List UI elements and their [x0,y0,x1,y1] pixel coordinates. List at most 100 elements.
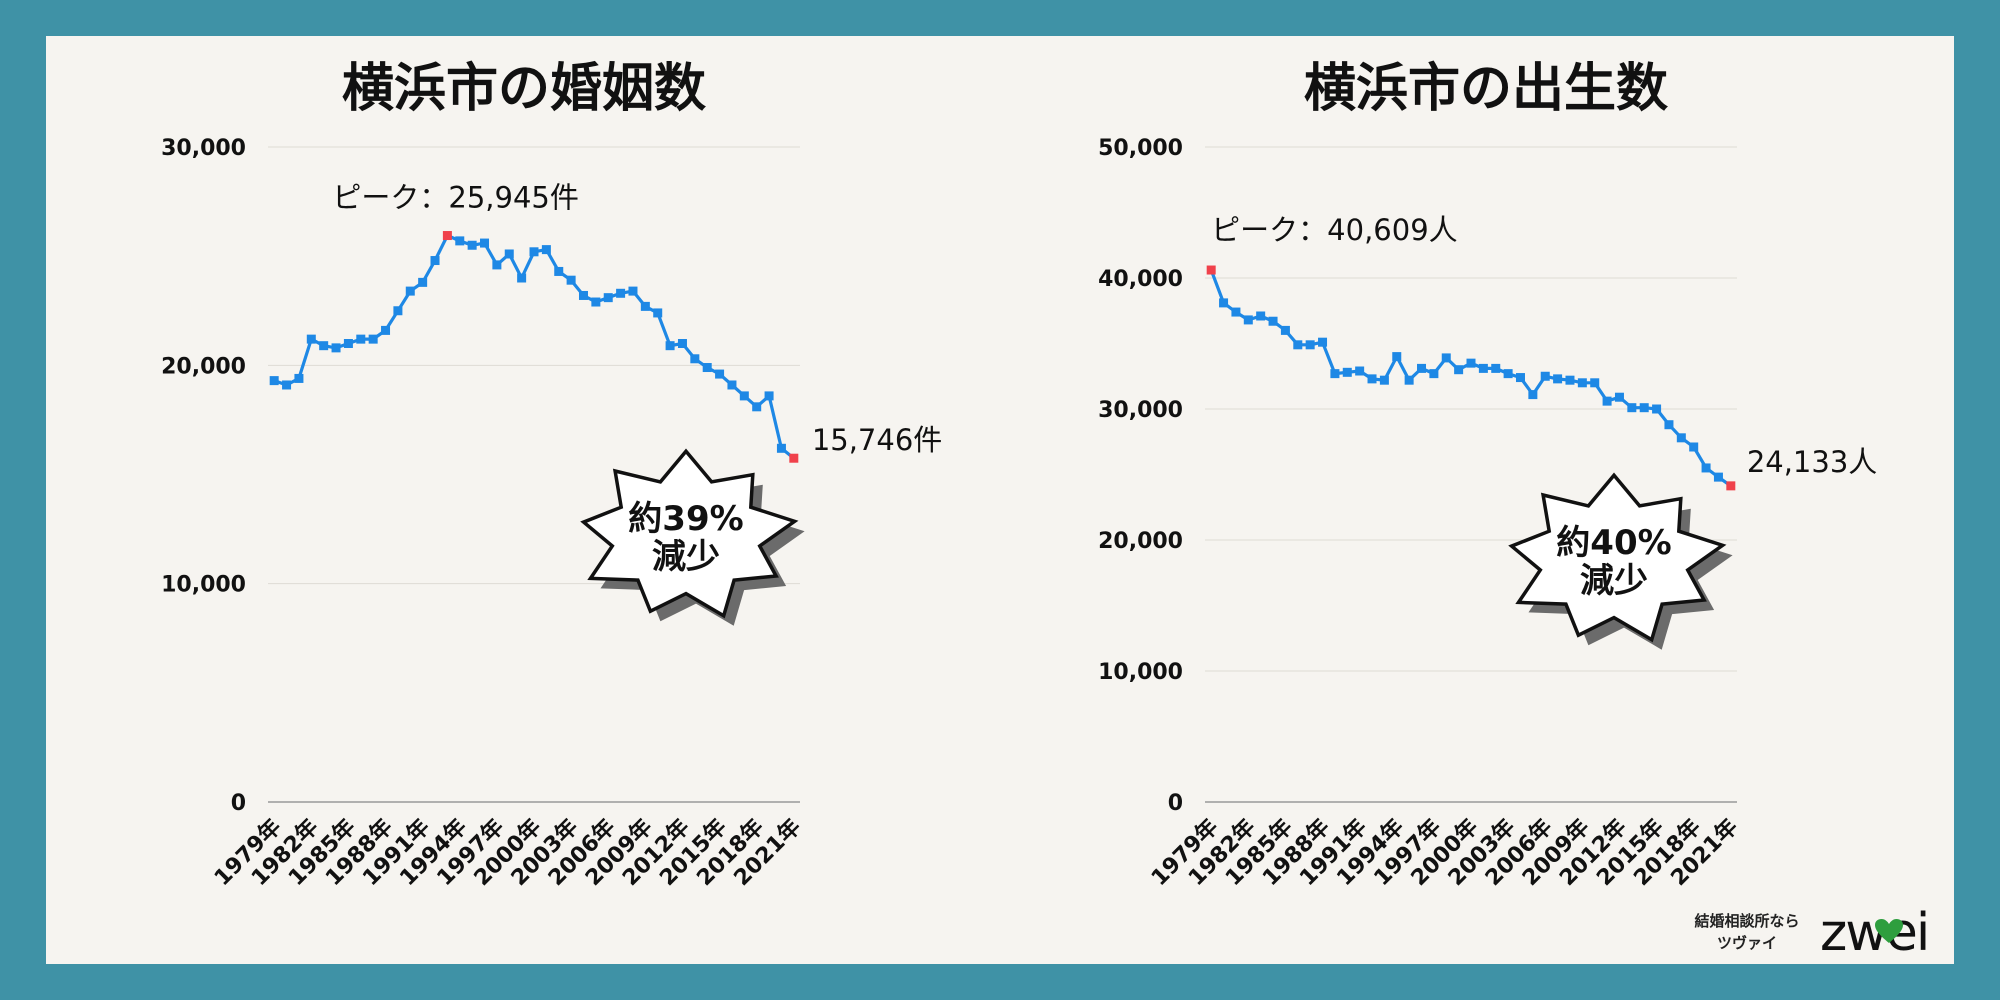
chart-1: 横浜市の婚姻数010,00020,00030,0001979年1982年1985… [161,59,942,891]
peak-label: ピーク：40,609人 [1211,213,1457,247]
data-point [752,402,762,412]
reduction-burst [1508,472,1727,643]
data-point [1565,375,1575,385]
data-point [1441,353,1451,363]
last-value-label: 24,133人 [1747,445,1877,479]
data-point [356,334,366,344]
data-point [715,369,725,379]
data-point [1503,369,1513,379]
data-point [1256,311,1266,321]
data-point [1590,378,1600,388]
data-point [467,240,477,250]
data-point [1652,404,1662,414]
data-point [455,236,465,246]
y-tick-label: 20,000 [161,354,246,379]
data-point [591,297,601,307]
data-point [554,266,564,276]
data-point [1614,392,1624,402]
data-point [504,249,514,259]
data-point [653,308,663,318]
brand-block: 結婚相談所なら ツヴァイ zwei [1684,904,1954,964]
peak-label: ピーク：25,945件 [332,181,578,215]
heart-icon [1875,919,1903,943]
data-point [702,363,712,373]
y-tick-label: 0 [1168,791,1183,816]
data-point [1318,337,1328,347]
data-point [1627,403,1637,413]
data-point [1243,315,1253,325]
data-point [764,391,774,401]
burst-percent: 約40% [1556,523,1671,563]
data-point [393,306,403,316]
data-point [1528,390,1538,400]
data-point [1602,396,1612,406]
data-point [517,273,527,283]
data-point [405,286,415,296]
data-point [1330,369,1340,379]
peak-point [1206,265,1216,275]
data-point [1429,369,1439,379]
data-point [1664,420,1674,430]
brand-tagline-line1: 結婚相談所なら [1694,912,1800,930]
data-point [1379,375,1389,385]
brand-tagline: 結婚相談所なら ツヴァイ [1684,910,1810,954]
last-point [1726,481,1736,491]
data-point [1515,373,1525,383]
data-point [628,286,638,296]
burst-label: 減少 [652,537,720,577]
last-point [789,453,799,463]
data-point [1540,371,1550,381]
data-point [529,247,539,257]
data-point [1577,378,1587,388]
data-point [294,373,304,383]
data-point [566,275,576,285]
data-point [430,256,440,266]
data-point [690,354,700,364]
data-point [541,245,551,255]
data-point [492,260,502,270]
last-value-label: 15,746件 [812,423,942,457]
data-point [319,341,329,351]
y-tick-label: 20,000 [1098,529,1183,554]
data-point [727,380,737,390]
data-point [282,380,292,390]
data-point [616,288,626,298]
data-point [665,341,675,351]
data-point [1676,433,1686,443]
data-point [306,334,316,344]
data-point [1342,367,1352,377]
data-point [1355,366,1365,376]
chart-title: 横浜市の出生数 [1304,59,1668,119]
chart-title: 横浜市の婚姻数 [342,59,706,119]
data-point [1454,365,1464,375]
y-tick-label: 30,000 [1098,398,1183,423]
data-point [381,325,391,335]
data-point [1219,298,1229,308]
data-point [343,339,353,348]
data-point [418,277,428,287]
reduction-burst [580,448,799,619]
data-point [331,343,341,353]
data-point [368,334,378,344]
data-point [1417,363,1427,373]
data-point [603,293,613,303]
y-tick-label: 10,000 [161,573,246,598]
data-point [1392,352,1402,362]
data-point [739,391,749,401]
y-tick-label: 0 [231,791,246,816]
chart-2: 横浜市の出生数010,00020,00030,00040,00050,00019… [1098,59,1877,891]
data-point [640,301,650,311]
data-point [1367,374,1377,384]
brand-logo: zwei [1820,903,1930,963]
data-point [578,290,588,300]
data-point [1280,325,1290,335]
burst-label: 減少 [1580,561,1648,601]
y-tick-label: 40,000 [1098,267,1183,292]
data-point [1639,403,1649,413]
y-tick-label: 30,000 [161,136,246,161]
data-point [1491,363,1501,373]
data-point [1404,375,1414,385]
data-point [1268,316,1278,326]
data-point [1553,374,1563,384]
